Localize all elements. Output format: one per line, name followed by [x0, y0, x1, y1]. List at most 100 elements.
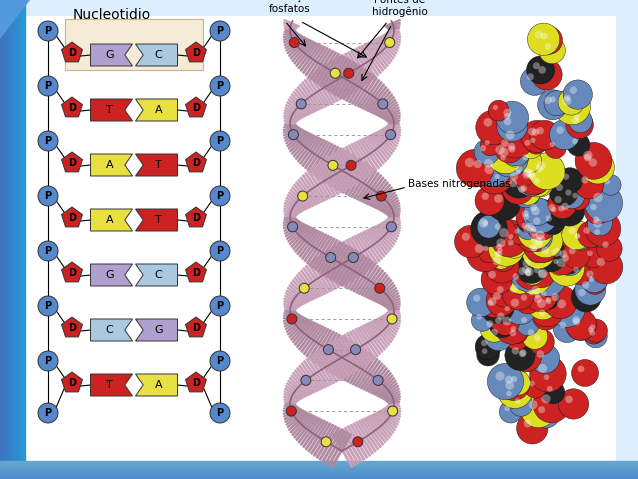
- Bar: [7, 0, 8, 479]
- Circle shape: [516, 289, 540, 314]
- Circle shape: [594, 229, 600, 235]
- Polygon shape: [328, 249, 348, 283]
- Polygon shape: [319, 255, 339, 288]
- Text: P: P: [45, 136, 52, 146]
- Circle shape: [481, 340, 487, 346]
- Polygon shape: [385, 220, 401, 226]
- Circle shape: [501, 136, 531, 166]
- Polygon shape: [321, 67, 341, 100]
- Polygon shape: [380, 290, 397, 304]
- Polygon shape: [283, 407, 298, 412]
- Circle shape: [558, 205, 565, 212]
- Circle shape: [485, 140, 490, 145]
- Bar: [17, 0, 18, 479]
- Polygon shape: [366, 324, 385, 350]
- Polygon shape: [342, 55, 362, 88]
- Circle shape: [526, 223, 534, 231]
- Polygon shape: [375, 96, 394, 115]
- Circle shape: [565, 396, 573, 403]
- Polygon shape: [381, 293, 399, 305]
- Circle shape: [566, 111, 593, 138]
- Polygon shape: [389, 124, 399, 125]
- Polygon shape: [344, 334, 364, 367]
- Polygon shape: [284, 301, 299, 308]
- Polygon shape: [324, 149, 345, 183]
- Polygon shape: [285, 310, 295, 311]
- Circle shape: [505, 306, 510, 311]
- Bar: [2, 0, 3, 479]
- Circle shape: [491, 306, 520, 335]
- Text: P: P: [45, 246, 52, 256]
- Polygon shape: [327, 244, 347, 278]
- Circle shape: [512, 347, 519, 354]
- Polygon shape: [378, 131, 397, 147]
- Polygon shape: [366, 136, 387, 162]
- Polygon shape: [365, 84, 385, 110]
- Circle shape: [544, 375, 549, 380]
- Polygon shape: [354, 142, 374, 173]
- Polygon shape: [284, 213, 297, 216]
- Circle shape: [528, 171, 536, 180]
- Polygon shape: [368, 275, 388, 299]
- Circle shape: [521, 120, 553, 152]
- Circle shape: [523, 154, 529, 160]
- Circle shape: [482, 295, 505, 318]
- Polygon shape: [285, 200, 302, 212]
- Circle shape: [516, 160, 551, 195]
- Circle shape: [477, 343, 500, 366]
- Circle shape: [511, 165, 531, 185]
- Polygon shape: [284, 396, 298, 401]
- Polygon shape: [314, 331, 334, 363]
- Circle shape: [38, 76, 58, 96]
- Circle shape: [562, 254, 569, 262]
- Text: Bases nitrogenadas: Bases nitrogenadas: [408, 179, 511, 189]
- Circle shape: [530, 120, 560, 150]
- Circle shape: [511, 298, 519, 307]
- Text: C: C: [154, 50, 162, 60]
- Circle shape: [528, 289, 535, 296]
- Polygon shape: [287, 194, 306, 210]
- Polygon shape: [379, 317, 397, 332]
- Circle shape: [575, 233, 580, 239]
- Text: P: P: [216, 81, 223, 91]
- Circle shape: [531, 400, 560, 428]
- Circle shape: [583, 322, 605, 344]
- Polygon shape: [295, 228, 315, 252]
- Polygon shape: [346, 69, 366, 102]
- Circle shape: [510, 224, 530, 245]
- Circle shape: [519, 134, 543, 159]
- Polygon shape: [288, 412, 308, 431]
- Polygon shape: [351, 144, 371, 175]
- Circle shape: [514, 228, 519, 234]
- Circle shape: [544, 96, 552, 104]
- Polygon shape: [296, 42, 316, 67]
- Polygon shape: [316, 426, 337, 458]
- Polygon shape: [292, 94, 311, 114]
- Circle shape: [494, 174, 500, 180]
- Polygon shape: [284, 408, 300, 417]
- Polygon shape: [363, 363, 383, 390]
- Circle shape: [528, 23, 560, 56]
- Polygon shape: [288, 99, 307, 116]
- Circle shape: [510, 160, 537, 186]
- Text: T: T: [155, 160, 162, 170]
- Polygon shape: [299, 272, 318, 298]
- Polygon shape: [290, 39, 309, 59]
- Polygon shape: [368, 416, 388, 441]
- Circle shape: [500, 400, 522, 423]
- Polygon shape: [307, 141, 327, 171]
- Polygon shape: [376, 319, 395, 338]
- Polygon shape: [135, 374, 177, 396]
- Polygon shape: [285, 216, 295, 217]
- Polygon shape: [292, 40, 311, 62]
- Polygon shape: [284, 303, 298, 308]
- Polygon shape: [284, 311, 296, 314]
- Circle shape: [563, 80, 593, 109]
- Polygon shape: [308, 47, 328, 78]
- Circle shape: [517, 208, 542, 233]
- Polygon shape: [332, 433, 353, 468]
- Polygon shape: [284, 306, 297, 309]
- Circle shape: [493, 243, 514, 264]
- Polygon shape: [369, 182, 389, 206]
- Circle shape: [38, 351, 58, 371]
